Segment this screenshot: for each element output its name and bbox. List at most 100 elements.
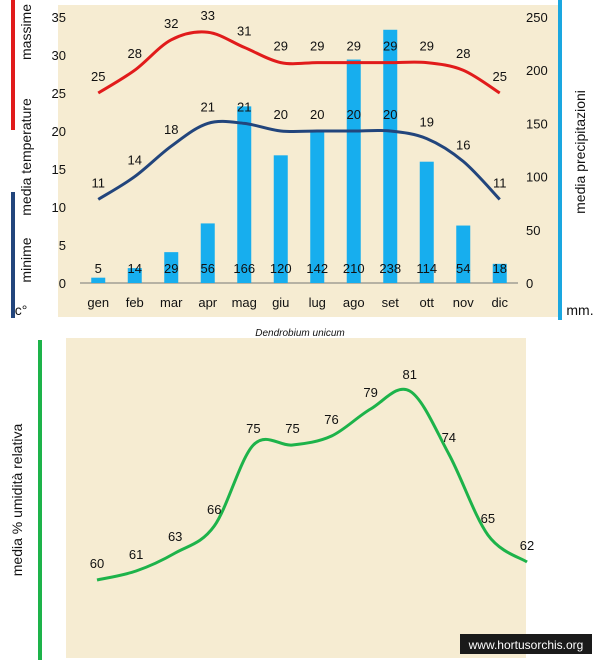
left-axis-tick-label: 10	[52, 200, 66, 215]
min-temperature-line	[97, 119, 501, 201]
watermark: www.hortusorchis.org	[468, 638, 584, 652]
right-axis-tick-label: 50	[526, 223, 540, 238]
precipitation-bar	[456, 225, 471, 283]
precipitation-label: 56	[201, 261, 215, 276]
humidity-line	[96, 387, 528, 582]
max-temperature-label: 29	[420, 39, 434, 54]
humidity-label: 60	[90, 556, 104, 571]
species-label: Dendrobium unicum	[255, 328, 345, 339]
max-temperature-label: 29	[383, 39, 397, 54]
right-axis-tick-label: 250	[526, 10, 548, 25]
precipitation-bar	[273, 155, 288, 283]
humidity-axis-label: media % umidità relativa	[9, 424, 25, 577]
mm-unit-label: mm.	[566, 302, 593, 318]
min-temperature-label: 19	[420, 115, 434, 130]
min-temperature-label: 20	[274, 107, 288, 122]
humidity-label: 79	[363, 385, 377, 400]
left-axis-tick-label: 20	[52, 124, 66, 139]
precipitation-label: 14	[128, 261, 142, 276]
degree-unit-label: c°	[15, 302, 28, 318]
precipitation-label: 142	[306, 261, 328, 276]
temperature-lines	[97, 30, 501, 201]
minime-label: minime	[18, 237, 34, 282]
x-axis-tick-label: giu	[272, 295, 289, 310]
min-temperature-label: 21	[201, 99, 215, 114]
x-axis-tick-label: ago	[343, 295, 365, 310]
humidity-label: 76	[324, 412, 338, 427]
left-axis-tick-label: 0	[59, 276, 66, 291]
max-temperature-line	[97, 30, 501, 95]
right-axis-tick-label: 200	[526, 63, 548, 78]
left-axis-tick-label: 35	[52, 10, 66, 25]
left-axis-tick-label: 30	[52, 48, 66, 63]
bottom-chart-panel	[66, 338, 526, 658]
precipitation-bar	[310, 131, 325, 283]
media-precipitazioni-label: media precipitazioni	[572, 90, 588, 214]
left-axis-tick-label: 5	[59, 238, 66, 253]
max-temperature-label: 28	[456, 46, 470, 61]
max-temperature-label: 25	[91, 69, 105, 84]
x-axis-tick-label: mag	[232, 295, 257, 310]
media-temperature-label: media temperature	[18, 98, 34, 216]
x-axis-tick-label: apr	[198, 295, 217, 310]
precipitation-bar	[164, 252, 179, 283]
precipitation-bar	[200, 223, 215, 283]
humidity-label: 74	[442, 430, 456, 445]
humidity-label: 75	[246, 421, 260, 436]
humidity-label: 81	[402, 367, 416, 382]
x-axis-tick-label: gen	[87, 295, 109, 310]
left-axis-tick-label: 25	[52, 86, 66, 101]
max-temperature-label: 29	[274, 39, 288, 54]
precipitation-bar	[91, 277, 106, 283]
precipitation-label: 210	[343, 261, 365, 276]
x-axis-tick-label: set	[382, 295, 400, 310]
precipitation-label: 166	[233, 261, 255, 276]
top-chart-axes: 0 5 10 15 20 25 30 35 0 50 100 150 200 250 gen feb mar ap…	[52, 10, 548, 310]
x-axis-tick-label: nov	[453, 295, 474, 310]
x-axis-tick-label: dic	[491, 295, 508, 310]
precipitation-label: 238	[379, 261, 401, 276]
humidity-label: 75	[285, 421, 299, 436]
precipitation-bars	[91, 29, 507, 284]
precipitation-bar	[492, 263, 507, 283]
humidity-label: 62	[520, 538, 534, 553]
precipitation-bar	[383, 29, 398, 283]
precipitation-bar	[419, 161, 434, 283]
humidity-chart: 60 61 63 66 75 75 76 79 81 74 65 62	[90, 367, 534, 582]
max-temperature-label: 33	[201, 8, 215, 23]
min-temperature-label: 18	[164, 122, 178, 137]
max-temperature-label: 25	[493, 69, 507, 84]
max-temperature-label: 29	[310, 39, 324, 54]
precipitation-label: 29	[164, 261, 178, 276]
max-temperature-label: 29	[347, 39, 361, 54]
precipitation-label: 54	[456, 261, 470, 276]
precipitation-bar	[127, 268, 142, 283]
min-temperature-label: 21	[237, 99, 251, 114]
x-axis-tick-label: ott	[420, 295, 435, 310]
min-temperature-label: 20	[347, 107, 361, 122]
min-temperature-label: 20	[383, 107, 397, 122]
humidity-label: 63	[168, 529, 182, 544]
precipitation-label: 5	[95, 261, 102, 276]
right-axis-tick-label: 0	[526, 276, 533, 291]
precipitation-bar	[237, 106, 252, 283]
max-temperature-label: 32	[164, 16, 178, 31]
min-temperature-label: 20	[310, 107, 324, 122]
precipitation-bar	[346, 59, 361, 284]
x-axis-tick-label: lug	[309, 295, 326, 310]
max-temperature-label: 28	[128, 46, 142, 61]
right-axis-tick-label: 100	[526, 170, 548, 185]
x-axis-tick-label: feb	[126, 295, 144, 310]
precipitation-label: 120	[270, 261, 292, 276]
x-axis-tick-label: mar	[160, 295, 183, 310]
humidity-label: 66	[207, 502, 221, 517]
left-axis-tick-label: 15	[52, 162, 66, 177]
max-temperature-label: 31	[237, 23, 251, 38]
humidity-label: 61	[129, 547, 143, 562]
top-chart-panel	[58, 5, 558, 317]
precipitation-label: 18	[493, 261, 507, 276]
min-temperature-label: 16	[456, 137, 470, 152]
min-temperature-label: 11	[92, 175, 106, 190]
right-axis-tick-label: 150	[526, 116, 548, 131]
